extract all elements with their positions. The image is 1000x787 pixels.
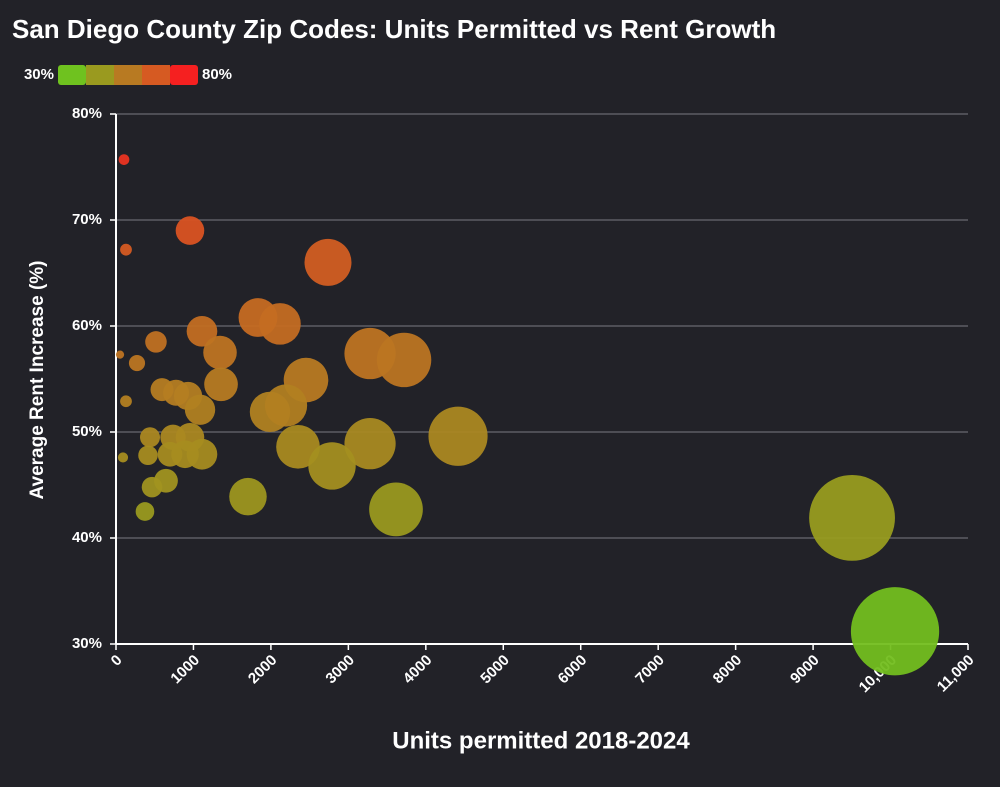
y-axis-label: Average Rent Increase (%): [27, 260, 48, 499]
x-axis-label: Units permitted 2018-2024: [392, 727, 690, 754]
bubble: [135, 502, 155, 521]
color-scale-swatch: [86, 65, 114, 85]
bubble: [204, 367, 238, 402]
bubble: [369, 482, 423, 537]
bubble: [186, 438, 218, 470]
y-tick-label: 40%: [72, 529, 102, 546]
bubble: [186, 315, 218, 347]
y-tick-label: 30%: [72, 635, 102, 652]
bubble: [203, 335, 237, 370]
color-scale-swatch: [114, 65, 142, 85]
chart-title: San Diego County Zip Codes: Units Permit…: [12, 14, 776, 44]
bubble: [304, 238, 352, 286]
bubble: [376, 332, 432, 388]
bubble: [308, 442, 356, 490]
bubble: [276, 424, 320, 469]
bubble: [344, 418, 396, 470]
bubble: [115, 350, 125, 359]
y-tick-label: 60%: [72, 317, 102, 334]
bubble: [175, 216, 205, 245]
bubble: [229, 477, 267, 516]
bubble: [154, 468, 178, 493]
bubble: [139, 427, 161, 448]
color-scale-swatch: [170, 65, 198, 85]
bubble: [850, 587, 940, 676]
bubble: [259, 303, 301, 345]
y-tick-label: 50%: [72, 423, 102, 440]
color-scale-max: 80%: [202, 66, 232, 83]
bubble: [128, 355, 146, 372]
bubble: [428, 406, 488, 466]
y-tick-label: 80%: [72, 105, 102, 122]
bubble: [184, 394, 216, 425]
bubble: [117, 452, 129, 463]
color-scale-min: 30%: [24, 66, 54, 83]
color-scale-swatch: [142, 65, 170, 85]
bubble: [120, 243, 132, 256]
bubble: [138, 445, 158, 466]
bubble: [264, 384, 308, 427]
bubble: [145, 331, 167, 353]
y-tick-label: 70%: [72, 211, 102, 228]
bubble: [120, 395, 132, 408]
bubble: [809, 474, 895, 561]
color-scale-swatch: [58, 65, 86, 85]
bubble: [118, 154, 130, 165]
